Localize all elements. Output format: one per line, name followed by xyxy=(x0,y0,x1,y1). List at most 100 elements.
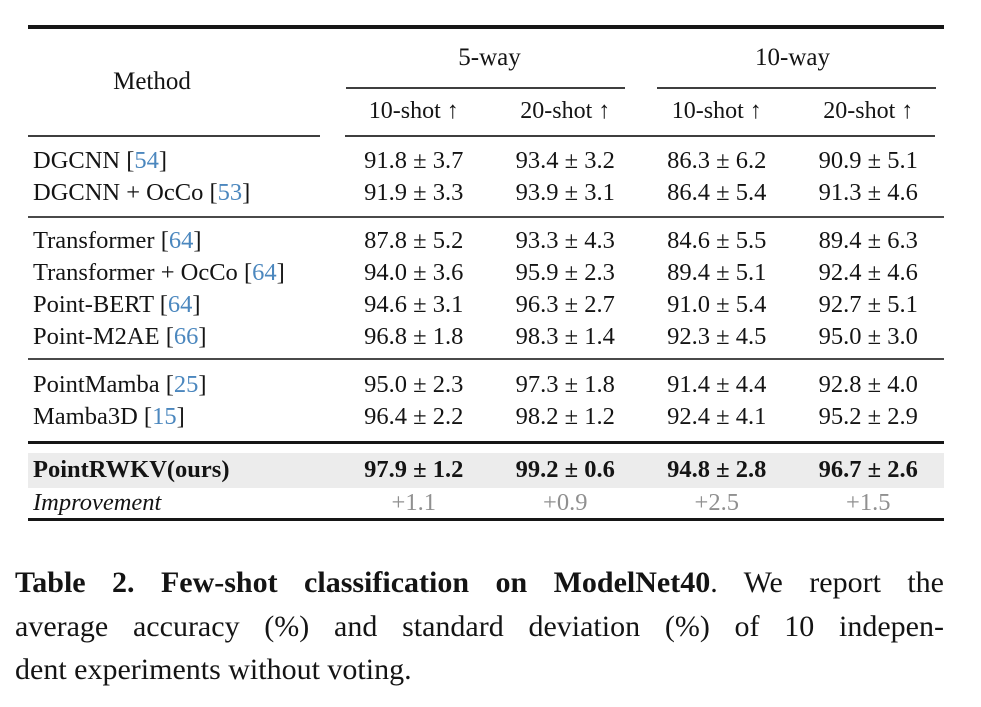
table-section-dgcnn: DGCNN [54] 91.8 ± 3.7 93.4 ± 3.2 86.3 ± … xyxy=(28,137,944,216)
value-cell: 91.8 ± 3.7 xyxy=(364,146,464,174)
caption-text: . We report the xyxy=(710,566,944,599)
table-caption: Table 2. Few-shot classification on Mode… xyxy=(15,561,944,692)
cite-bracket-open: [ xyxy=(153,290,168,318)
value-cell: 96.4 ± 2.2 xyxy=(364,402,464,430)
subcolumn-header-20shot-10way: 20-shot ↑ xyxy=(823,98,914,124)
value-cell: 90.9 ± 5.1 xyxy=(818,146,918,174)
cite-bracket-close: ] xyxy=(176,402,185,430)
value-cell: +2.5 xyxy=(694,488,739,516)
method-rule xyxy=(28,134,320,137)
method-cell: DGCNN + OcCo [53] xyxy=(28,179,338,207)
caption-title: Table 2. Few-shot classification on Mode… xyxy=(15,566,711,599)
method-name: Point-M2AE xyxy=(33,322,160,350)
citation-link[interactable]: 64 xyxy=(252,258,277,286)
ours-row: PointRWKV(ours) 97.9 ± 1.2 99.2 ± 0.6 94… xyxy=(28,452,944,488)
value-cell: 98.2 ± 1.2 xyxy=(515,402,615,430)
value-cell: 91.9 ± 3.3 xyxy=(364,178,464,206)
value-cell: 94.6 ± 3.1 xyxy=(364,290,464,318)
value-cell: 96.7 ± 2.6 xyxy=(818,456,918,483)
citation-link[interactable]: 15 xyxy=(152,402,177,430)
improvement-row: Improvement +1.1 +0.9 +2.5 +1.5 xyxy=(28,488,944,518)
table-section-transformer: Transformer [64] 87.8 ± 5.2 93.3 ± 4.3 8… xyxy=(28,218,944,358)
value-cell: 93.3 ± 4.3 xyxy=(515,226,615,254)
value-cell: +0.9 xyxy=(543,488,588,516)
rule-gap xyxy=(320,135,345,137)
method-name: Mamba3D xyxy=(33,402,138,430)
value-cell: 97.9 ± 1.2 xyxy=(364,456,464,483)
table-section-mamba: PointMamba [25] 95.0 ± 2.3 97.3 ± 1.8 91… xyxy=(28,360,944,441)
cite-bracket-close: ] xyxy=(242,178,251,206)
table-row: Transformer [64] 87.8 ± 5.2 93.3 ± 4.3 8… xyxy=(28,225,944,257)
table-row: Point-M2AE [66] 96.8 ± 1.8 98.3 ± 1.4 92… xyxy=(28,321,944,353)
value-cell: +1.1 xyxy=(391,488,436,516)
method-name: Transformer xyxy=(33,226,155,254)
subcolumn-header-10shot-5way: 10-shot ↑ xyxy=(368,98,459,124)
value-cell: 94.0 ± 3.6 xyxy=(364,258,464,286)
cite-bracket-open: [ xyxy=(203,178,218,206)
improvement-label: Improvement xyxy=(33,488,162,516)
value-cell: 99.2 ± 0.6 xyxy=(515,456,615,483)
value-cell: 92.7 ± 5.1 xyxy=(818,290,918,318)
value-cell: 86.3 ± 6.2 xyxy=(667,146,767,174)
value-cell: 95.2 ± 2.9 xyxy=(818,402,918,430)
cite-bracket-close: ] xyxy=(198,322,207,350)
value-cell: 92.4 ± 4.6 xyxy=(818,258,918,286)
midrule-5way xyxy=(338,86,641,89)
method-cell: PointMamba [25] xyxy=(28,371,338,399)
cite-bracket-close: ] xyxy=(276,258,285,286)
table-top-rule xyxy=(28,25,944,29)
section-rule xyxy=(28,215,944,218)
table-row: PointMamba [25] 95.0 ± 2.3 97.3 ± 1.8 91… xyxy=(28,369,944,401)
value-cell: 86.4 ± 5.4 xyxy=(667,178,767,206)
cite-bracket-close: ] xyxy=(193,226,202,254)
citation-link[interactable]: 64 xyxy=(168,226,194,254)
section-rule xyxy=(28,357,944,360)
caption-line: Table 2. Few-shot classification on Mode… xyxy=(15,561,944,605)
value-cell: 95.9 ± 2.3 xyxy=(515,258,615,286)
value-cell: 98.3 ± 1.4 xyxy=(515,322,615,350)
cite-bracket-open: [ xyxy=(159,370,174,398)
table-row: Transformer + OcCo [64] 94.0 ± 3.6 95.9 … xyxy=(28,257,944,289)
data-rule xyxy=(345,134,935,137)
value-cell: 93.9 ± 3.1 xyxy=(515,178,615,206)
cite-bracket-open: [ xyxy=(154,226,169,254)
citation-link[interactable]: 54 xyxy=(134,146,159,174)
midrule-10way xyxy=(641,86,944,89)
method-cell: Transformer + OcCo [64] xyxy=(28,259,338,287)
value-cell: 95.0 ± 3.0 xyxy=(818,322,918,350)
subcolumn-header-20shot-5way: 20-shot ↑ xyxy=(520,98,611,124)
value-cell: 91.3 ± 4.6 xyxy=(818,178,918,206)
citation-link[interactable]: 53 xyxy=(217,178,243,206)
cite-bracket-open: [ xyxy=(120,146,135,174)
value-cell: 89.4 ± 6.3 xyxy=(818,226,918,254)
cite-bracket-close: ] xyxy=(198,370,207,398)
value-cell: 91.0 ± 5.4 xyxy=(667,290,767,318)
caption-line: dent experiments without voting. xyxy=(15,653,412,686)
table-row: Mamba3D [15] 96.4 ± 2.2 98.2 ± 1.2 92.4 … xyxy=(28,401,944,433)
value-cell: 91.4 ± 4.4 xyxy=(667,370,767,398)
citation-link[interactable]: 64 xyxy=(167,290,193,318)
method-name: DGCNN + OcCo xyxy=(33,178,204,206)
value-cell: 92.8 ± 4.0 xyxy=(818,370,918,398)
value-cell: 92.4 ± 4.1 xyxy=(667,402,767,430)
value-cell: 89.4 ± 5.1 xyxy=(667,258,767,286)
cite-bracket-close: ] xyxy=(158,146,168,174)
value-cell: 96.3 ± 2.7 xyxy=(515,290,615,318)
value-cell: 97.3 ± 1.8 xyxy=(515,370,615,398)
citation-link[interactable]: 25 xyxy=(173,370,199,398)
method-cell: PointRWKV(ours) xyxy=(33,456,230,483)
value-cell: 93.4 ± 3.2 xyxy=(515,146,615,174)
cite-bracket-open: [ xyxy=(237,258,253,286)
method-cell: Point-BERT [64] xyxy=(28,291,338,319)
table-bottom-rule xyxy=(28,517,944,521)
method-name: Point-BERT xyxy=(33,290,154,318)
table-row: DGCNN [54] 91.8 ± 3.7 93.4 ± 3.2 86.3 ± … xyxy=(28,145,944,177)
table-row: DGCNN + OcCo [53] 91.9 ± 3.3 93.9 ± 3.1 … xyxy=(28,177,944,209)
highlight-gap xyxy=(28,444,944,453)
method-cell: Point-M2AE [66] xyxy=(28,323,338,351)
group-header-10way: 10-way xyxy=(755,43,830,71)
citation-link[interactable]: 66 xyxy=(173,322,199,350)
caption-line: average accuracy (%) and standard deviat… xyxy=(15,609,944,643)
value-cell: 92.3 ± 4.5 xyxy=(667,322,767,350)
header-bottom-rule xyxy=(28,134,944,137)
